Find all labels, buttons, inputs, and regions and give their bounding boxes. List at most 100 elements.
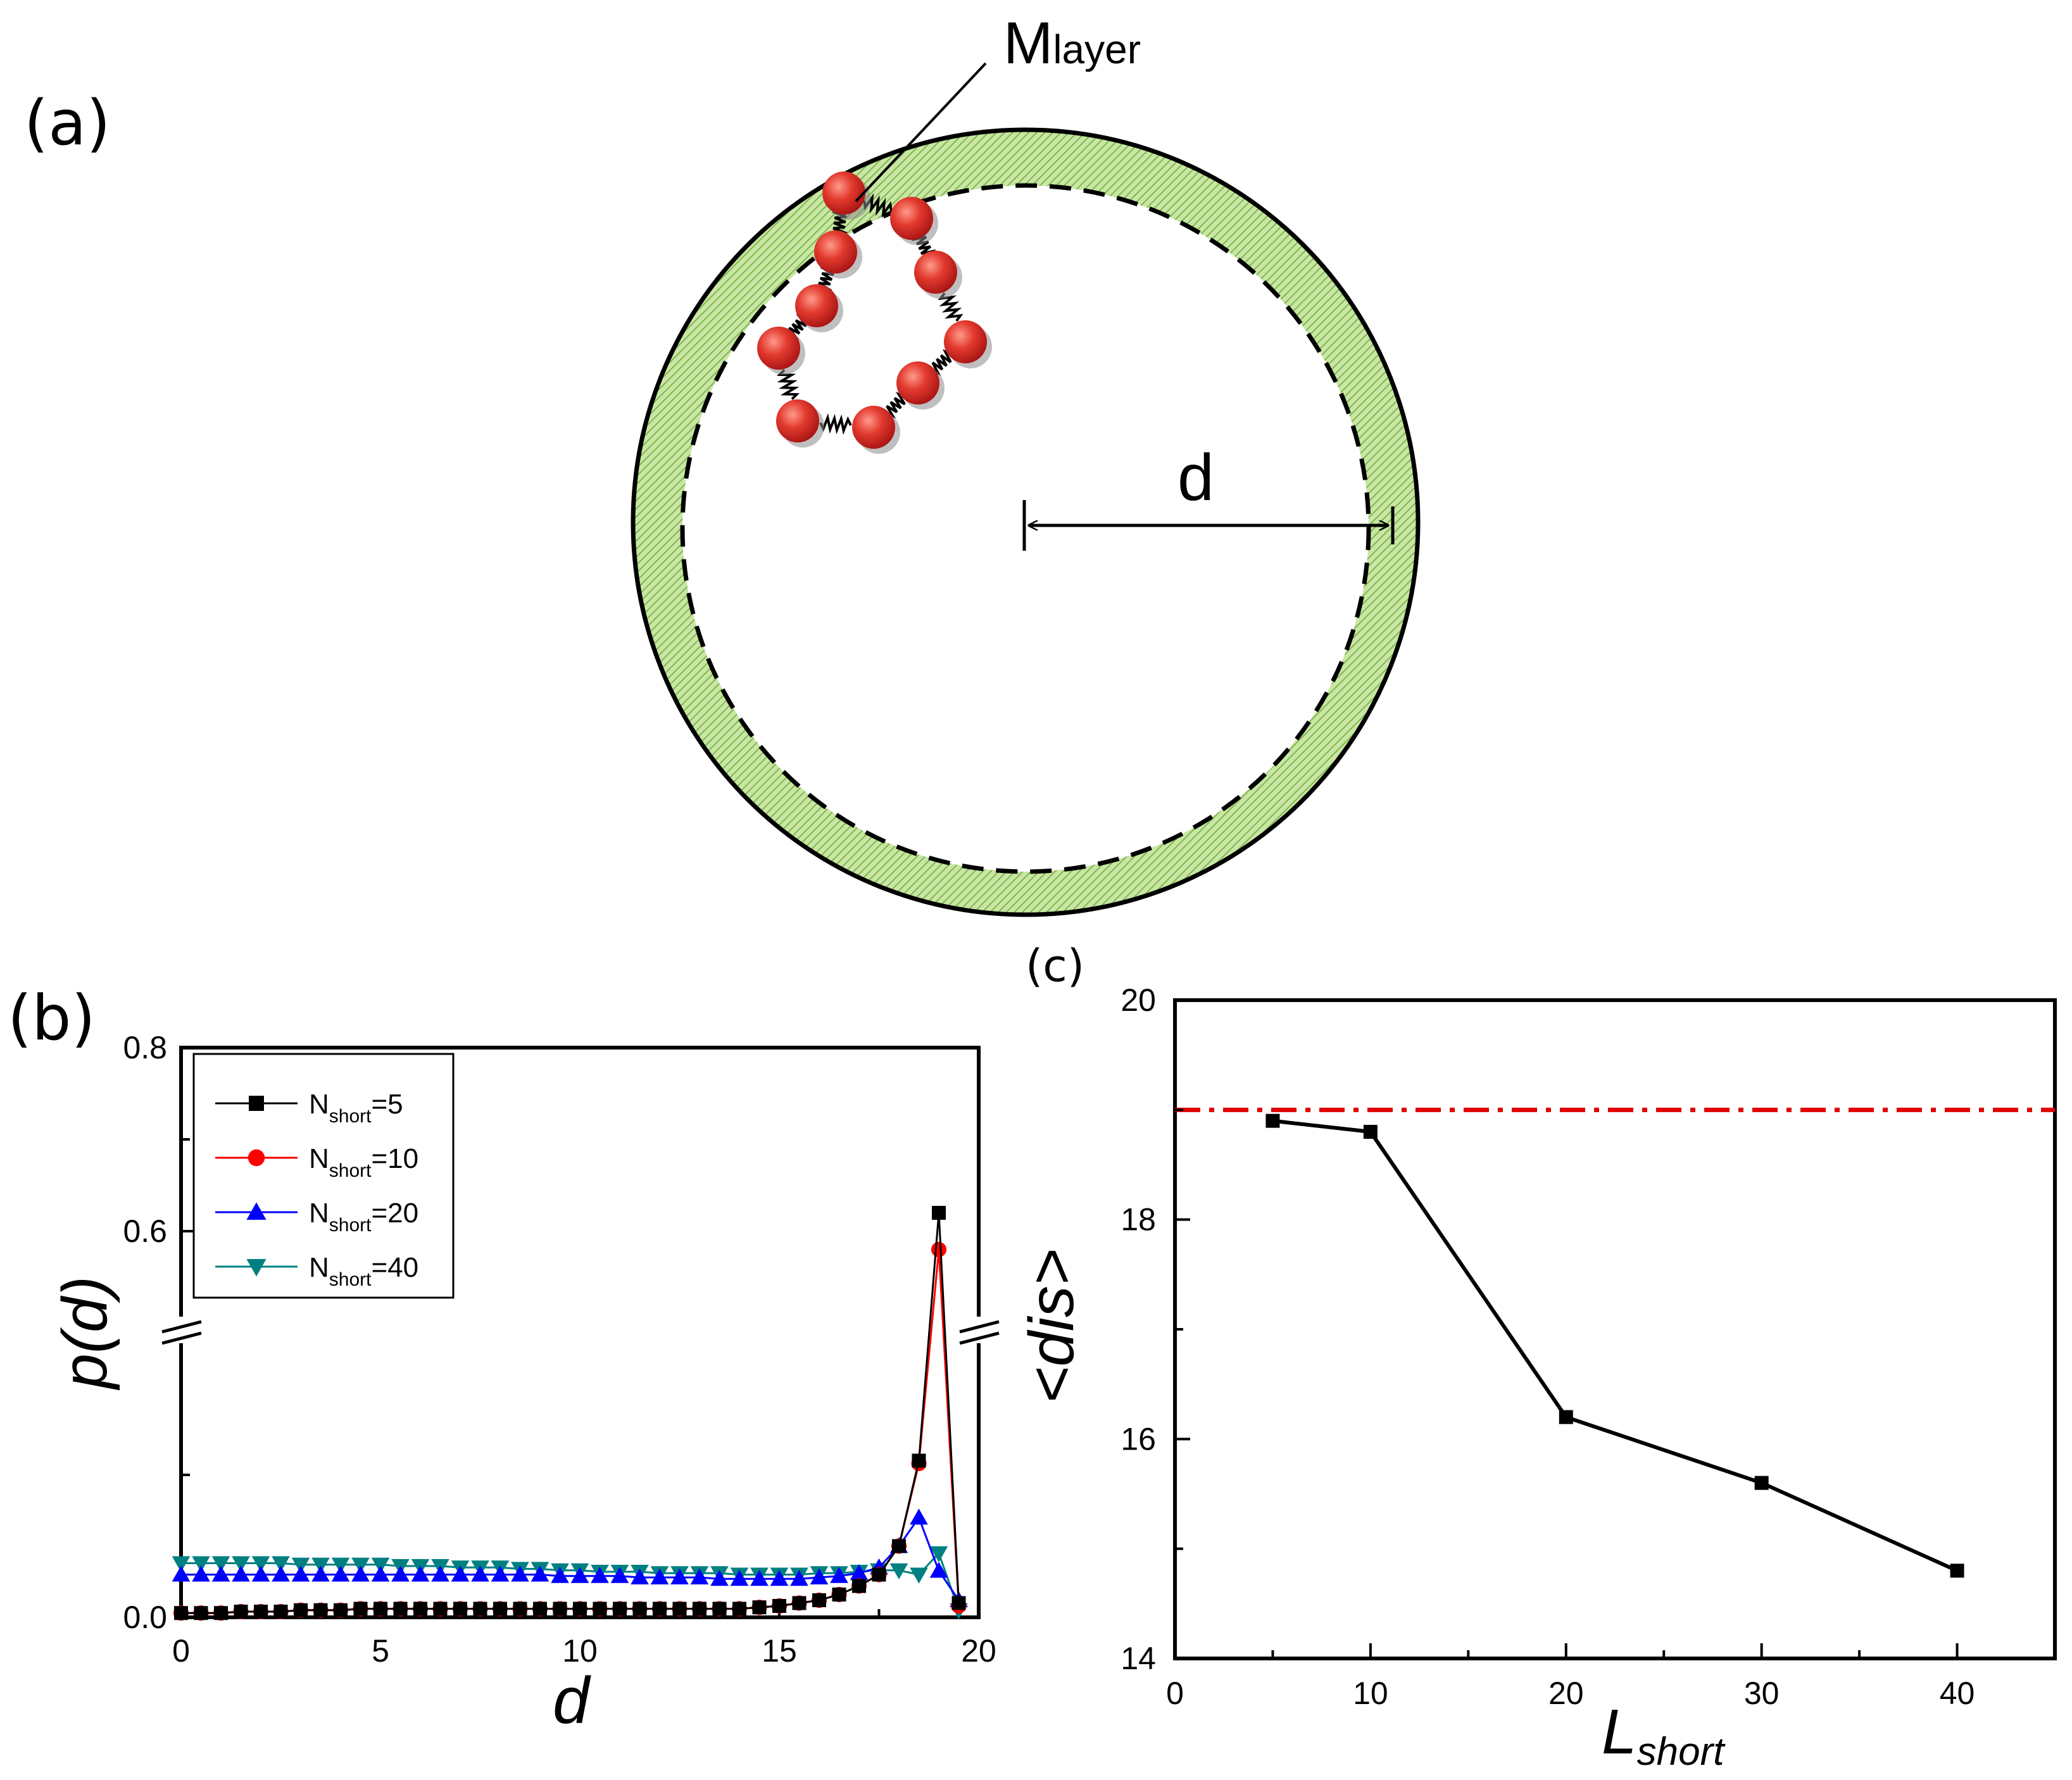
chart-b-point-0 [374,1601,387,1616]
chart-b-point-2 [570,1567,589,1583]
chart-b-point-2 [331,1565,350,1582]
chart-b-point-0 [792,1596,807,1610]
chart-b-point-2 [511,1565,529,1582]
chart-b-point-0 [912,1453,926,1468]
chart-b-point-0 [553,1601,567,1616]
chart-b-point-0 [632,1601,647,1616]
chart-b-point-2 [192,1565,210,1582]
chart-b-point-0 [892,1539,906,1553]
chain-bead [890,197,933,240]
chart-b-series-line-2 [181,1515,960,1601]
chart-b-xlabel: d [553,1664,591,1738]
chart-b-axis-break [161,1317,1000,1345]
chart-b-point-1 [931,1241,947,1258]
chart-b-point-0 [872,1567,886,1582]
chart-b-point-2 [491,1565,510,1582]
chart-b-point-0 [613,1601,627,1616]
chart-c-xlabel: Lshort [1602,1696,1726,1774]
chart-b-point-2 [551,1567,569,1583]
chart-b-point-2 [291,1565,310,1582]
chart-c-point [1363,1125,1378,1139]
chart-c-ytick-label: 20 [1121,982,1156,1018]
chart-b-point-3 [272,1556,290,1572]
chart-b-point-0 [334,1603,348,1617]
chart-c-series-line [1272,1119,1958,1573]
panel-b: (b) 0 5 10 15 200.00.60.8 Nshort=5Nshort=10N… [8,982,1000,1738]
chart-b-point-2 [690,1568,709,1584]
chain-bead [757,327,800,370]
chain-bead [852,406,895,449]
chart-b-point-2 [670,1568,689,1584]
panel-c: (c) 0 10 20 30 40 14 16 18 20 Lshort <dis> [1016,940,2057,1774]
chart-b-point-2 [391,1565,410,1582]
chart-b-point-0 [772,1599,786,1613]
chart-b-series [172,1206,968,1621]
chart-c: 0 10 20 30 40 14 16 18 20 Lshort <dis> [1016,982,2057,1774]
chart-b-xtick-label: 0 [172,1633,190,1669]
chart-b-legend-box [192,1053,455,1299]
chart-b-point-0 [473,1601,487,1616]
chart-b-point-3 [251,1556,270,1572]
chart-c-ytick-label: 16 [1121,1421,1156,1457]
chart-b-point-2 [810,1568,829,1584]
chart-b-point-2 [351,1565,370,1582]
chart-b-xtick-label: 20 [961,1633,996,1669]
chart-b-point-0 [852,1579,866,1593]
chart-c-ytick-label: 14 [1121,1641,1156,1676]
chart-c-xtick-label: 40 [1940,1676,1975,1711]
chart-b-legend: Nshort=5 Nshort=10 Nshort=20 Nshort=40 [192,1053,455,1299]
chart-b-point-3 [232,1556,250,1572]
chart-b-ytick-label: 0.6 [123,1213,167,1249]
chart-b-point-2 [650,1568,669,1584]
chart-c-xtick-label: 10 [1353,1676,1388,1711]
chart-b-point-3 [192,1556,210,1572]
chart-b-point-2 [531,1565,549,1582]
chart-b-point-2 [790,1569,808,1586]
chart-b-point-0 [313,1603,328,1617]
chart-b-point-0 [214,1606,228,1620]
chart-b-point-0 [393,1601,408,1616]
distance-label: d [1177,441,1214,515]
chart-b-point-0 [273,1605,288,1619]
chart-b-series-line-3 [181,1551,960,1611]
chart-b-point-0 [732,1601,746,1616]
chart-b-legend-entry-1: Nshort=10 [309,1143,418,1181]
chart-b-point-0 [693,1601,706,1616]
chart-b-point-0 [533,1601,547,1616]
chart-b-point-2 [451,1565,470,1582]
chart-c-point [1559,1410,1573,1424]
chart-b-point-2 [431,1565,449,1582]
confinement-diagram: Mlayer d [631,9,1421,917]
chart-b: 0 5 10 15 200.00.60.8 Nshort=5Nshort=10Nshor… [49,1030,1000,1738]
chart-b-point-0 [433,1601,448,1616]
chart-b-point-0 [513,1601,527,1616]
chart-b-point-2 [730,1569,749,1586]
chart-b-legend-entry-0: Nshort=5 [309,1089,403,1127]
chart-b-point-2 [591,1567,609,1583]
chart-b-point-0 [254,1605,268,1619]
chart-b-legend-marker-0 [249,1096,264,1111]
chart-b-point-0 [194,1606,208,1620]
chain-spring [886,392,906,418]
chart-b-point-2 [251,1565,270,1582]
panel-a: (a) Mlayer d [24,9,1421,917]
panel-b-label: (b) [8,982,96,1055]
chart-c-ytick-label: 18 [1121,1202,1156,1238]
annotation-layer-label: Mlayer [1003,9,1141,76]
chart-b-point-2 [631,1568,649,1584]
chart-b-point-0 [234,1605,248,1619]
chart-b-point-0 [653,1601,667,1616]
chart-c-ticks: 0 10 20 30 40 14 16 18 20 [1121,982,1975,1711]
chart-b-point-0 [951,1596,966,1610]
chain-spring [931,349,952,376]
polymer-chain [757,172,992,454]
chart-b-legend-marker-3 [246,1259,267,1277]
chart-b-legend-entry-3: Nshort=40 [309,1252,418,1290]
chart-c-xtick-label: 20 [1548,1676,1584,1711]
chart-c-point [1754,1476,1769,1490]
chart-b-legend-marker-2 [246,1202,267,1220]
chart-b-legend-entry-2: Nshort=20 [309,1198,418,1236]
chart-b-point-0 [672,1601,687,1616]
chart-b-point-2 [311,1565,330,1582]
